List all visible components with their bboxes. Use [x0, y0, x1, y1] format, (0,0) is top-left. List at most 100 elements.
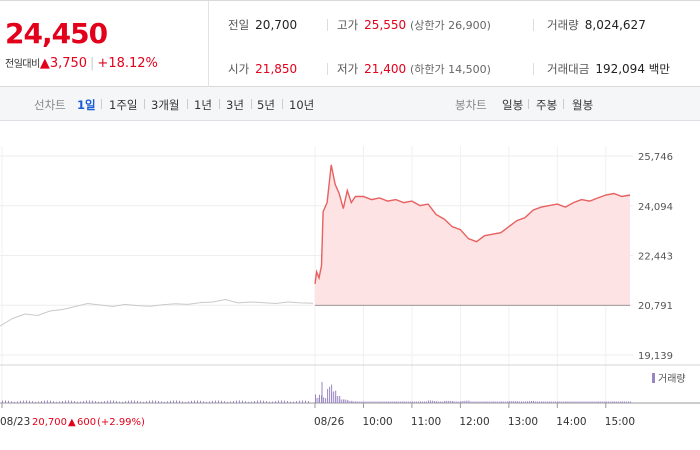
tab-daily[interactable]: 일봉 — [502, 98, 524, 112]
volume-bar — [212, 400, 213, 403]
volume-bar — [41, 400, 42, 403]
x-tick-label: 14:00 — [556, 416, 586, 428]
volume-bar — [442, 401, 444, 403]
volume-bar — [327, 389, 329, 403]
volume-bar — [555, 401, 557, 403]
volume-bar — [529, 401, 530, 403]
volume-bar — [56, 401, 57, 403]
tab-monthly[interactable]: 월봉 — [572, 98, 594, 112]
volume-bar — [251, 401, 252, 403]
tab-1w[interactable]: 1주일 — [109, 98, 138, 112]
volume-bar — [591, 401, 593, 403]
tab-weekly[interactable]: 주봉 — [536, 98, 558, 112]
volume-bar — [379, 401, 381, 403]
volume-bar — [44, 400, 45, 403]
volume-bar — [446, 400, 448, 403]
volume-bar — [248, 401, 249, 403]
stat-label: 전일 — [228, 18, 250, 32]
volume-bar — [569, 401, 571, 403]
volume-bar — [176, 400, 177, 403]
volume-bar — [263, 400, 264, 403]
volume-bar — [458, 401, 460, 403]
volume-bar — [194, 400, 195, 403]
volume-bar — [514, 401, 516, 403]
stat-label: 저가 — [337, 62, 359, 76]
volume-bar — [611, 401, 613, 403]
volume-bar — [506, 401, 508, 403]
volume-bar — [387, 401, 389, 403]
stat-volume: 거래량 8,024,627 — [547, 17, 646, 33]
volume-bar — [422, 401, 423, 403]
tab-divider — [101, 99, 102, 109]
stat-label: 시가 — [228, 62, 250, 76]
tab-10y[interactable]: 10년 — [289, 98, 315, 112]
tab-divider — [282, 99, 283, 109]
volume-bar — [32, 401, 33, 403]
volume-bar — [478, 401, 480, 403]
volume-bar — [134, 400, 135, 403]
volume-bar — [551, 401, 553, 403]
volume-bar — [305, 400, 306, 403]
volume-bar — [8, 400, 9, 403]
volume-bar — [266, 401, 267, 403]
volume-bar — [221, 400, 222, 403]
volume-bar — [567, 401, 569, 403]
volume-bar — [391, 401, 393, 403]
volume-bar — [500, 401, 502, 403]
volume-bar — [438, 401, 440, 403]
volume-bar — [140, 401, 141, 403]
volume-bar — [450, 400, 452, 403]
volume-bar — [128, 400, 129, 403]
volume-bar — [343, 399, 345, 403]
volume-bar — [65, 400, 66, 403]
volume-bar — [369, 401, 371, 403]
stat-label: 고가 — [337, 18, 359, 32]
volume-bar — [571, 401, 573, 403]
volume-bar — [597, 401, 599, 403]
volume-bar — [14, 401, 15, 403]
tab-1y[interactable]: 1년 — [194, 98, 212, 112]
volume-bar — [456, 401, 458, 403]
volume-bar — [275, 401, 276, 403]
volume-bar — [476, 401, 478, 403]
change-label: 전일대비 — [5, 59, 40, 70]
volume-bar — [393, 401, 395, 403]
volume-bar — [488, 401, 490, 403]
volume-bar — [98, 401, 99, 403]
tab-3y[interactable]: 3년 — [226, 98, 244, 112]
tab-1d[interactable]: 1일 — [77, 98, 96, 112]
volume-bar — [355, 401, 357, 403]
volume-bar — [480, 401, 482, 403]
volume-bar — [545, 401, 547, 403]
volume-bar — [498, 401, 500, 403]
stat-value: 21,400 — [364, 62, 407, 76]
volume-bar — [615, 401, 617, 403]
prev-day-line — [0, 298, 314, 327]
volume-bar — [454, 401, 456, 403]
lower-limit: (하한가 14,500) — [410, 63, 491, 76]
volume-bar — [209, 401, 210, 403]
volume-bar — [290, 401, 291, 403]
volume-bar — [587, 401, 589, 403]
tab-3m[interactable]: 3개월 — [151, 98, 180, 112]
volume-bar — [260, 400, 261, 403]
volume-bar — [191, 400, 192, 403]
volume-bar — [573, 401, 575, 403]
volume-bar — [375, 401, 377, 403]
volume-bar — [411, 401, 413, 403]
tab-5y[interactable]: 5년 — [257, 98, 275, 112]
volume-bar — [490, 401, 492, 403]
volume-bar — [316, 398, 318, 403]
volume-bar — [53, 401, 54, 403]
volume-bar — [23, 400, 24, 403]
volume-bar — [203, 401, 204, 403]
volume-bar — [315, 394, 316, 403]
volume-bar — [200, 400, 201, 403]
volume-bar — [525, 401, 526, 403]
volume-bar — [395, 401, 397, 403]
volume-bar — [420, 401, 421, 403]
volume-bar — [565, 401, 567, 403]
volume-bar — [131, 400, 132, 403]
volume-bar — [227, 401, 228, 403]
y-axis: 25,746 24,094 22,443 20,791 19,139 — [638, 152, 673, 362]
